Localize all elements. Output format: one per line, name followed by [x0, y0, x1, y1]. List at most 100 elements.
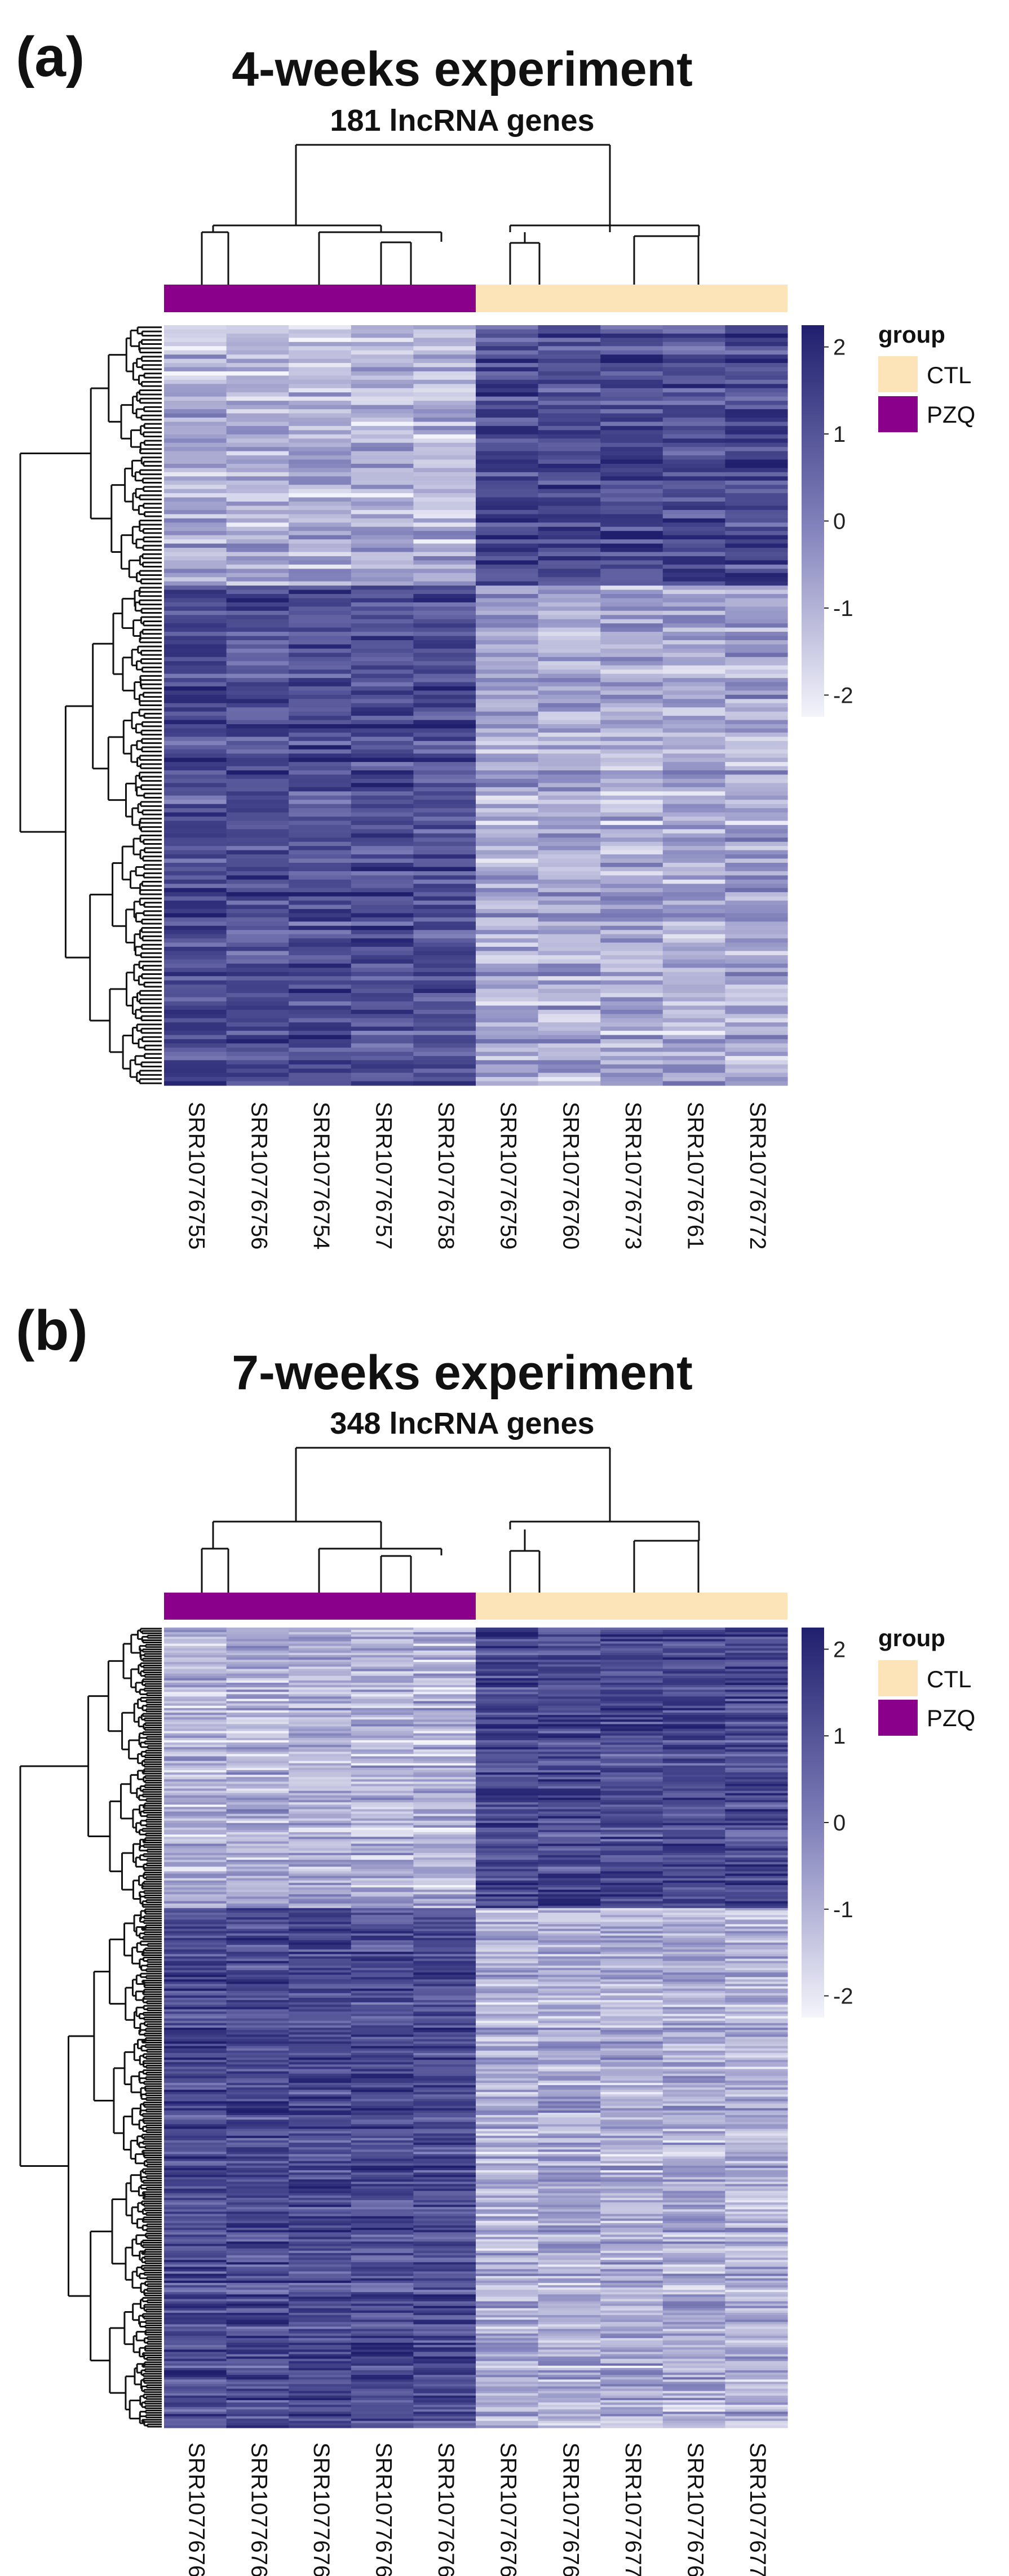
heatmap-cell — [600, 1077, 663, 1082]
heatmap-cell — [351, 972, 414, 977]
heatmap-cell — [662, 1690, 725, 1692]
heatmap-cell — [289, 1802, 352, 1805]
heatmap-cell — [538, 581, 601, 586]
heatmap-cell — [289, 2290, 352, 2293]
heatmap-cell — [600, 917, 663, 922]
heatmap-cell — [351, 670, 414, 675]
heatmap-cell — [476, 1828, 539, 1830]
heatmap-cell — [164, 942, 227, 947]
heatmap-cell — [538, 1797, 601, 1801]
heatmap-cell — [725, 2018, 788, 2021]
heatmap-cell — [725, 2262, 788, 2265]
heatmap-cell — [226, 363, 289, 368]
heatmap-cell — [476, 1926, 539, 1930]
heatmap-cell — [538, 804, 601, 809]
row-dendrogram-branch — [139, 389, 162, 396]
heatmap-cell — [413, 1894, 476, 1897]
heatmap-cell — [538, 1717, 601, 1720]
heatmap-cell — [351, 2135, 414, 2139]
heatmap-cell — [226, 921, 289, 926]
heatmap-cell — [413, 2152, 476, 2155]
row-dendrogram-branch — [134, 589, 140, 608]
heatmap-cell — [164, 569, 227, 574]
heatmap-cell — [413, 2292, 476, 2295]
heatmap-cell — [725, 1650, 788, 1653]
heatmap-cell — [476, 2131, 539, 2134]
heatmap-cell — [289, 1047, 352, 1052]
heatmap-cell — [164, 1779, 227, 1782]
heatmap-cell — [351, 1035, 414, 1040]
heatmap-cell — [289, 1876, 352, 1879]
heatmap-cell — [413, 833, 476, 838]
heatmap-cell — [226, 2016, 289, 2019]
heatmap-cell — [351, 2007, 414, 2010]
heatmap-cell — [476, 1924, 539, 1927]
heatmap-cell — [662, 577, 725, 582]
panel-a-title: 4-weeks experiment — [232, 42, 692, 96]
heatmap-cell — [476, 2200, 539, 2203]
heatmap-cell — [351, 1630, 414, 1633]
heatmap-cell — [413, 2271, 476, 2274]
heatmap-cell — [413, 2250, 476, 2254]
heatmap-cell — [662, 2101, 725, 2104]
heatmap-cell — [289, 405, 352, 410]
heatmap-cell — [600, 342, 663, 347]
heatmap-cell — [476, 1060, 539, 1065]
heatmap-cell — [164, 2092, 227, 2095]
heatmap-cell — [725, 711, 788, 716]
heatmap-cell — [476, 2011, 539, 2015]
heatmap-cell — [164, 2296, 227, 2300]
heatmap-cell — [600, 867, 663, 872]
heatmap-cell — [164, 1680, 227, 1683]
heatmap-cell — [600, 1862, 663, 1865]
heatmap-cell — [538, 879, 601, 884]
heatmap-cell — [289, 463, 352, 468]
heatmap-cell — [662, 1052, 725, 1057]
heatmap-cell — [413, 1666, 476, 1670]
heatmap-cell — [351, 442, 414, 447]
heatmap-cell — [351, 955, 414, 960]
heatmap-cell — [164, 879, 227, 884]
heatmap-cell — [538, 1912, 601, 1916]
heatmap-cell — [164, 2161, 227, 2164]
heatmap-cell — [164, 1675, 227, 1679]
heatmap-cell — [351, 1675, 414, 1679]
heatmap-cell — [725, 817, 788, 822]
heatmap-cell — [725, 422, 788, 427]
heatmap-cell — [413, 1912, 476, 1916]
heatmap-cell — [164, 817, 227, 822]
heatmap-cell — [476, 430, 539, 435]
heatmap-cell — [164, 2170, 227, 2173]
heatmap-cell — [476, 1935, 539, 1939]
heatmap-cell — [413, 1664, 476, 1667]
heatmap-cell — [164, 1022, 227, 1027]
heatmap-cell — [538, 1671, 601, 1674]
heatmap-cell — [725, 2096, 788, 2100]
heatmap-cell — [164, 1903, 227, 1906]
heatmap-cell — [226, 1678, 289, 1681]
heatmap-cell — [351, 959, 414, 964]
heatmap-cell — [600, 506, 663, 511]
heatmap-cell — [538, 2244, 601, 2247]
heatmap-cell — [413, 1943, 476, 1945]
heatmap-cell — [413, 2055, 476, 2058]
heatmap-cell — [538, 384, 601, 389]
heatmap-cell — [662, 401, 725, 406]
heatmap-cell — [725, 854, 788, 859]
heatmap-cell — [413, 741, 476, 746]
heatmap-cell — [538, 778, 601, 783]
heatmap-cell — [600, 1866, 663, 1870]
heatmap-cell — [538, 833, 601, 838]
heatmap-cell — [226, 1749, 289, 1752]
heatmap-cell — [289, 1830, 352, 1833]
heatmap-cell — [226, 732, 289, 737]
heatmap-cell — [289, 829, 352, 834]
heatmap-cell — [476, 2048, 539, 2051]
heatmap-cell — [662, 1995, 725, 1998]
heatmap-cell — [662, 1940, 725, 1943]
heatmap-cell — [226, 422, 289, 427]
heatmap-cell — [164, 346, 227, 351]
heatmap-cell — [413, 1754, 476, 1757]
heatmap-cell — [289, 711, 352, 716]
heatmap-cell — [289, 2126, 352, 2130]
